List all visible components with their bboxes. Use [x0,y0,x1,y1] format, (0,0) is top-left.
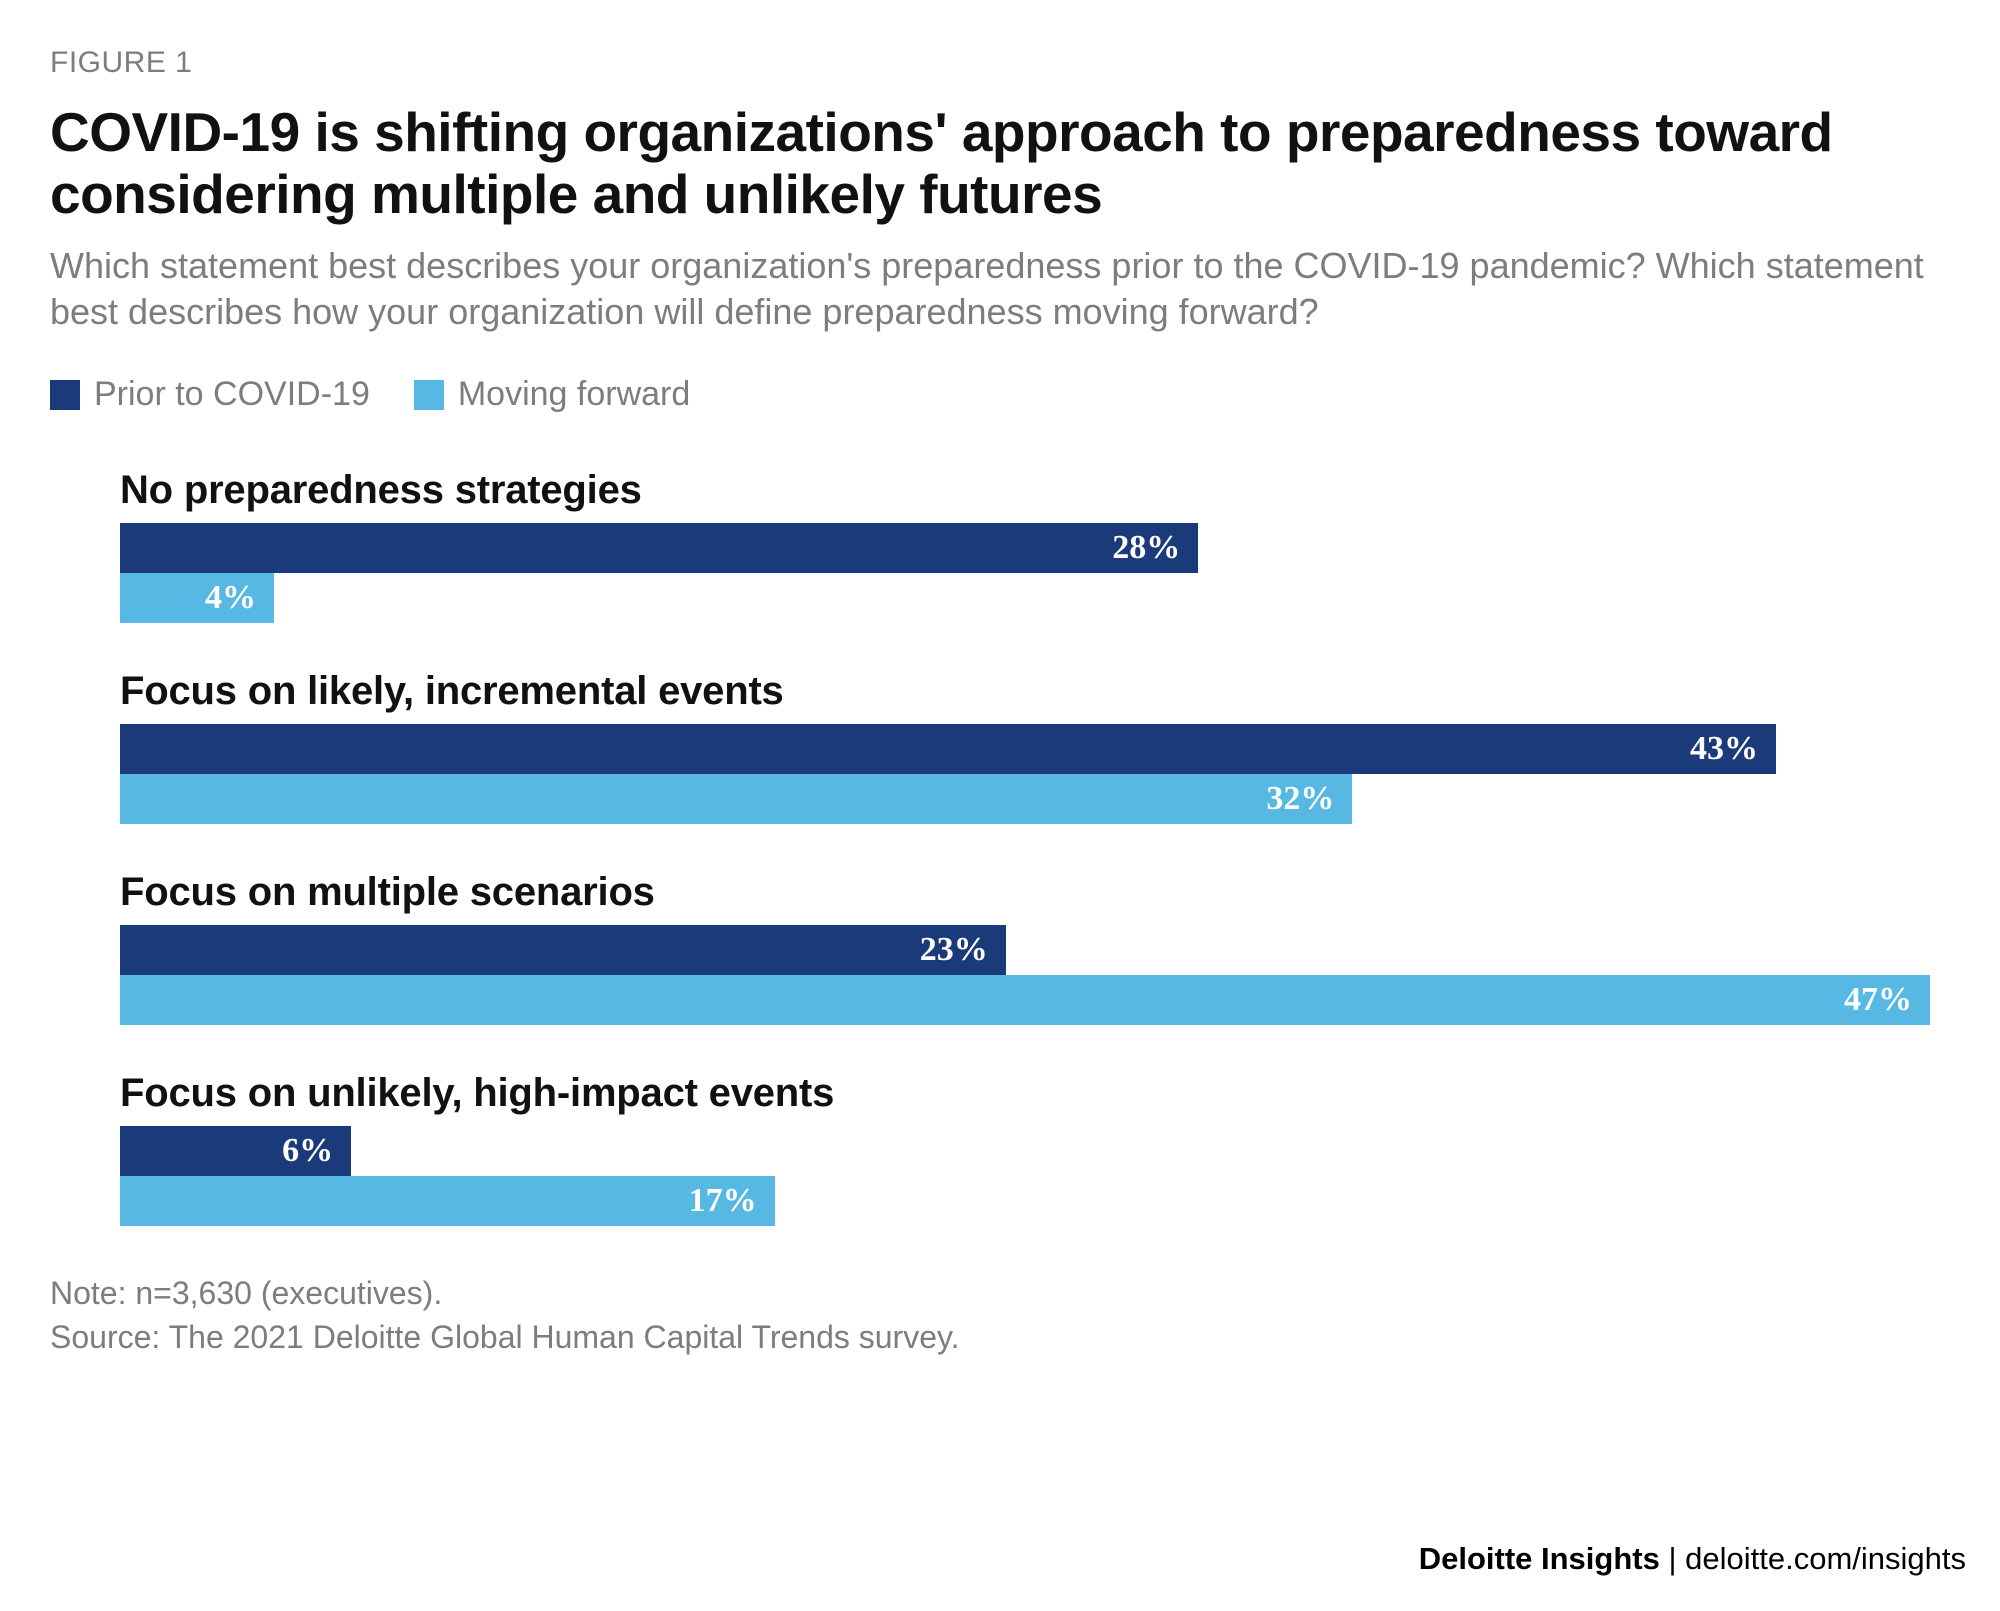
bar-prior: 43% [120,724,1776,774]
bar-track: 43% [120,724,1930,774]
legend-label-forward: Moving forward [458,375,690,414]
bar-track: 47% [120,975,1930,1025]
legend-label-prior: Prior to COVID-19 [94,375,370,414]
bar-chart: No preparedness strategies 28% 4% Focus on … [50,468,1950,1226]
legend-item-forward: Moving forward [414,375,690,414]
legend-item-prior: Prior to COVID-19 [50,375,370,414]
bar-group: No preparedness strategies 28% 4% [120,468,1930,623]
bar-group-label: Focus on likely, incremental events [120,669,1930,714]
bar-group: Focus on unlikely, high-impact events 6% 1… [120,1071,1930,1226]
bar-group: Focus on multiple scenarios 23% 47% [120,870,1930,1025]
bar-forward: 32% [120,774,1352,824]
bar-forward: 17% [120,1176,775,1226]
bar-track: 6% [120,1126,1930,1176]
bar-group: Focus on likely, incremental events 43% 32… [120,669,1930,824]
bar-track: 23% [120,925,1930,975]
chart-subtitle: Which statement best describes your orga… [50,243,1950,335]
bar-value: 23% [920,931,988,969]
legend-swatch-forward [414,380,444,410]
figure-container: FIGURE 1 COVID-19 is shifting organizati… [0,0,2000,1611]
bar-value: 47% [1844,981,1912,1019]
attribution-brand: Deloitte Insights [1419,1541,1660,1576]
attribution-sep: | [1660,1541,1685,1576]
bar-prior: 23% [120,925,1006,975]
bar-prior: 6% [120,1126,351,1176]
note-text: Note: n=3,630 (executives). [50,1272,1950,1315]
bar-value: 17% [689,1182,757,1220]
bar-value: 6% [282,1132,333,1170]
attribution-url: deloitte.com/insights [1685,1541,1966,1576]
bar-group-label: No preparedness strategies [120,468,1930,513]
legend: Prior to COVID-19 Moving forward [50,375,1950,414]
bar-track: 4% [120,573,1930,623]
chart-title: COVID-19 is shifting organizations' appr… [50,102,1950,225]
source-text: Source: The 2021 Deloitte Global Human C… [50,1316,1950,1359]
bar-group-label: Focus on unlikely, high-impact events [120,1071,1930,1116]
bar-group-label: Focus on multiple scenarios [120,870,1930,915]
bar-prior: 28% [120,523,1198,573]
bar-track: 28% [120,523,1930,573]
bar-value: 43% [1690,730,1758,768]
bar-value: 28% [1112,529,1180,567]
bar-track: 32% [120,774,1930,824]
bar-forward: 4% [120,573,274,623]
figure-label: FIGURE 1 [50,46,1950,80]
bar-track: 17% [120,1176,1930,1226]
attribution: Deloitte Insights | deloitte.com/insight… [1419,1541,1966,1577]
bar-value: 4% [205,579,256,617]
legend-swatch-prior [50,380,80,410]
bar-value: 32% [1266,780,1334,818]
bar-forward: 47% [120,975,1930,1025]
footnotes: Note: n=3,630 (executives). Source: The … [50,1272,1950,1358]
